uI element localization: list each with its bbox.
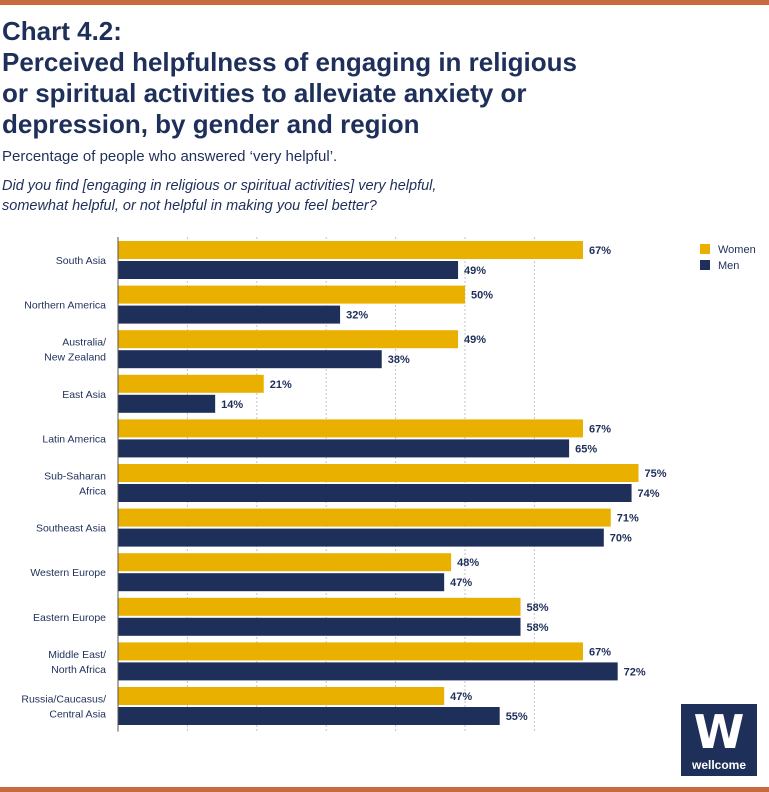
category-label: Middle East/North Africa [48,649,106,676]
category-label-line: Sub-Saharan [44,471,106,483]
women-value-label: 49% [464,334,486,346]
men-value-label: 32% [346,310,368,322]
men-bar [118,484,632,502]
men-bar [118,573,445,592]
category-label-line: Central Asia [49,709,106,721]
survey-question: Did you find [engaging in religious or s… [2,176,562,216]
women-bar [118,285,465,304]
women-value-label: 21% [270,379,292,391]
women-bar [118,419,583,438]
men-bar [118,617,521,636]
category-label-line: North Africa [51,664,106,676]
women-value-label: 67% [589,646,611,658]
category-label: South Asia [56,255,106,267]
category-label: Sub-Saharan Africa [44,471,106,498]
women-bar [118,642,583,661]
category-label-line: Latin America [42,433,106,445]
chart-title-line-3: depression, by gender and region [2,109,420,139]
category-label: Southeast Asia [36,523,106,535]
category-label: East Asia [62,389,106,401]
bottom-accent-rule [0,787,769,792]
women-bar [118,374,264,393]
legend-swatch-women [700,244,710,254]
top-accent-rule [0,0,769,5]
women-bar [118,508,611,527]
category-label: Australia/New Zealand [44,337,106,364]
men-bar [118,707,500,725]
men-value-label: 72% [624,666,646,678]
category-label-line: East Asia [62,389,106,401]
men-value-label: 14% [221,399,243,411]
category-label: Western Europe [30,567,106,579]
men-value-label: 38% [388,354,410,366]
women-value-label: 48% [457,557,479,569]
women-value-label: 67% [589,423,611,435]
women-bar [118,553,452,572]
chart-heading: Chart 4.2: Perceived helpfulness of enga… [2,16,742,140]
category-label: Eastern Europe [33,612,106,624]
survey-question-line-1: Did you find [engaging in religious or s… [2,178,437,194]
category-label-line: Africa [79,486,106,498]
logo-wordmark: wellcome [691,758,747,772]
chart-title-line-2: or spiritual activities to alleviate anx… [2,78,527,108]
women-bar [118,464,639,482]
category-label-line: Eastern Europe [33,612,106,624]
bar-chart: South Asia 67% 49% Northern America 50% 32% Au… [21,237,756,732]
men-bar [118,305,341,324]
survey-question-line-2: somewhat helpful, or not helpful in maki… [2,198,377,214]
women-value-label: 71% [617,513,639,525]
men-bar [118,394,216,413]
chart-number: Chart 4.2: [2,16,122,46]
legend-swatch-men [700,260,710,270]
category-label-line: Western Europe [30,567,106,579]
category-label: Russia/Caucasus/Central Asia [21,694,106,721]
men-value-label: 70% [610,533,632,545]
women-value-label: 47% [450,691,472,703]
men-value-label: 49% [464,265,486,277]
women-value-label: 58% [527,602,549,614]
women-bar [118,241,583,259]
legend-label-men: Men [718,260,739,272]
men-value-label: 47% [450,577,472,589]
women-value-label: 67% [589,245,611,257]
men-bar [118,350,382,369]
category-label-line: Australia/ [62,337,106,349]
category-label-line: Southeast Asia [36,523,106,535]
chart-subtitle: Percentage of people who answered ‘very … [2,148,338,165]
men-bar [118,261,459,279]
category-label-line: Russia/Caucasus/ [21,694,106,706]
chart-title-line-1: Perceived helpfulness of engaging in rel… [2,47,578,77]
men-value-label: 58% [527,622,549,634]
women-bar [118,597,521,616]
category-label: Northern America [24,300,106,312]
men-value-label: 74% [638,488,660,500]
category-label-line: Northern America [24,300,106,312]
men-bar [118,439,570,458]
women-value-label: 50% [471,290,493,302]
women-bar [118,330,459,349]
women-value-label: 75% [645,468,667,480]
category-label-line: South Asia [56,255,106,267]
men-bar [118,528,604,547]
legend-label-women: Women [718,244,756,256]
wellcome-logo: W wellcome [681,704,757,776]
women-bar [118,687,445,705]
logo-letter: W [693,705,745,759]
category-label: Latin America [42,433,106,445]
category-label-line: Middle East/ [48,649,106,661]
men-value-label: 65% [575,443,597,455]
men-value-label: 55% [506,711,528,723]
men-bar [118,662,618,681]
category-label-line: New Zealand [44,352,106,364]
